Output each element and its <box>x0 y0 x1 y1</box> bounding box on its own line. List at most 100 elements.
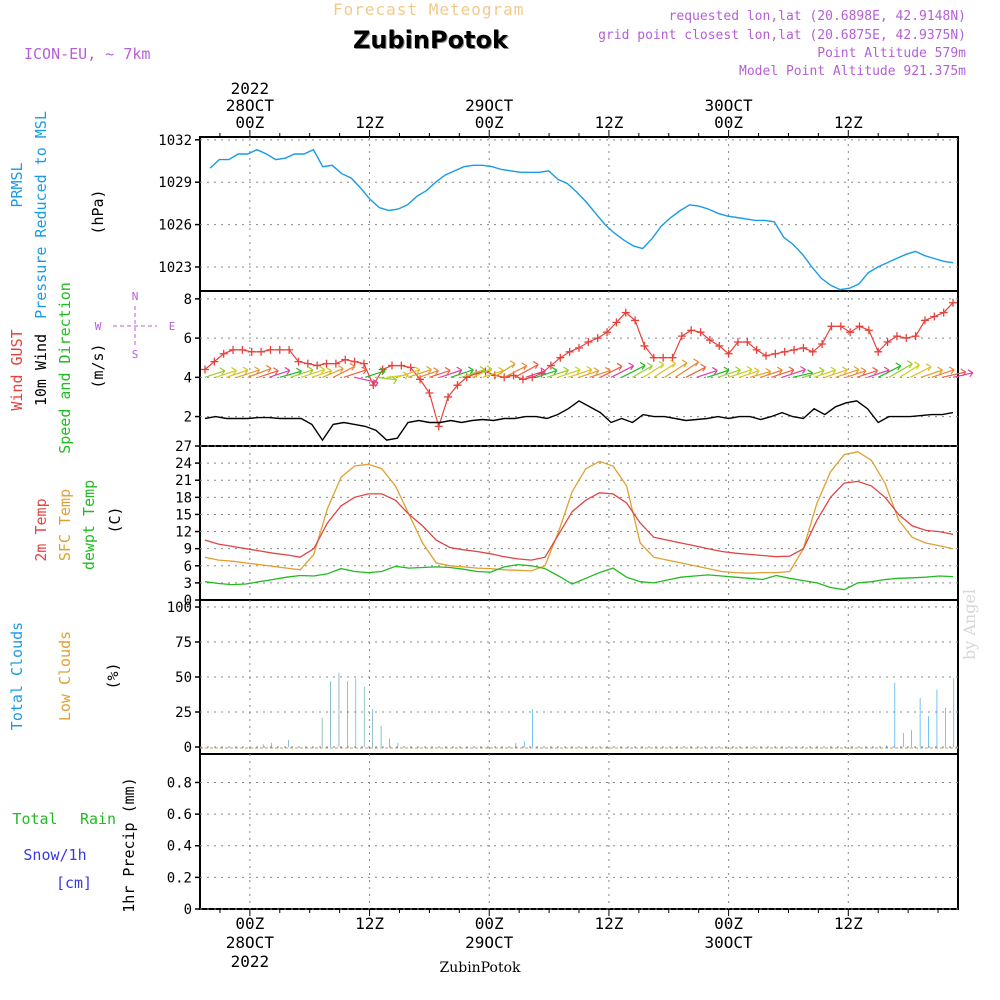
gust-marker <box>229 345 238 354</box>
compass-n: N <box>132 290 139 303</box>
wind-dir-arrow <box>536 369 558 378</box>
bottom-time-label: 12Z <box>834 914 863 933</box>
wind-dir-arrowhead <box>967 369 974 378</box>
gust-marker <box>930 312 939 321</box>
gust-marker <box>303 359 312 368</box>
wind-dir-arrowhead <box>486 365 493 374</box>
closest-coords: grid point closest lon,lat (20.6875E, 42… <box>598 28 966 43</box>
wind-dir-arrow <box>514 364 539 378</box>
wind-dir-arrowhead <box>681 359 688 368</box>
precip-label-cm: [cm] <box>56 874 92 892</box>
wind-dir-arrow <box>279 370 302 378</box>
bottom-time-label: 00Z <box>475 914 504 933</box>
dewpt-line <box>204 563 954 591</box>
cloud-label-total: Total Clouds <box>8 622 26 730</box>
clouds-ytick-label: 25 <box>175 705 192 721</box>
gust-marker <box>687 326 696 335</box>
cloud-label-low: Low Clouds <box>56 631 74 721</box>
gust-marker <box>322 359 331 368</box>
wind-dir-arrowhead <box>872 366 879 375</box>
bottom-time-label: 12Z <box>594 914 623 933</box>
wind-dir-arrowhead <box>860 367 867 376</box>
gust-marker <box>500 373 509 382</box>
wind-dir-arrow <box>493 363 516 378</box>
compass-w: W <box>95 320 102 333</box>
bottom-time-label: 12Z <box>355 914 384 933</box>
wind-dir-arrow <box>418 370 439 378</box>
wind-dir-arrow <box>749 370 771 378</box>
wind-dir-arrowhead <box>818 366 825 375</box>
gust-marker <box>631 316 640 325</box>
wind-dir-arrowhead <box>509 360 516 369</box>
gust-marker <box>425 389 434 398</box>
wind-dir-arrow <box>343 369 367 378</box>
wind-dir-arrowhead <box>307 366 314 375</box>
pressure-ytick-label: 1023 <box>158 260 192 276</box>
station-title: ZubinPotok <box>353 26 508 54</box>
wind-dir-arrowhead <box>349 362 356 371</box>
wind-ytick-label: 6 <box>184 331 192 347</box>
wind10-line <box>204 400 954 442</box>
top-time-label: 12Z <box>834 113 863 132</box>
temp-label-2m: 2m Temp <box>32 498 50 561</box>
wind-dir-arrow <box>589 369 611 378</box>
gust-marker <box>705 336 714 345</box>
wind-dir-arrowhead <box>219 367 226 376</box>
temperature-ytick-label: 9 <box>184 542 192 558</box>
gust-marker <box>743 338 752 347</box>
wind-dir-arrow <box>268 369 290 378</box>
precip-ytick-label: 0.4 <box>167 839 192 855</box>
footer-station: ZubinPotok <box>439 960 521 976</box>
gust-marker <box>556 353 565 362</box>
temp-label-dewpt: dewpt Temp <box>80 480 98 570</box>
wind-dir-arrow <box>632 365 653 378</box>
compass-e: E <box>169 320 176 333</box>
wind-dir-arrowhead <box>265 364 272 373</box>
model-altitude: Model Point Altitude 921.375m <box>739 64 966 79</box>
precip-ytick-label: 0.2 <box>167 870 192 886</box>
wind-unit: (m/s) <box>89 343 107 388</box>
wind-dir-arrow <box>888 363 913 378</box>
temp-label-sfc: SFC Temp <box>56 489 74 561</box>
gust-marker <box>313 361 322 370</box>
total-cloud-bar <box>902 733 904 747</box>
gust-marker <box>836 322 845 331</box>
compass-s: S <box>132 348 139 361</box>
temperature-ytick-label: 24 <box>175 456 192 472</box>
wind-dir-arrow <box>931 369 955 378</box>
wind-dir-arrow <box>354 376 379 384</box>
wind-dir-arrow <box>236 369 260 378</box>
total-cloud-bar <box>928 716 929 747</box>
gust-marker <box>285 345 294 354</box>
wind-dir-arrow <box>920 369 943 378</box>
clouds-ytick-label: 50 <box>175 670 192 686</box>
requested-coords: requested lon,lat (20.6898E, 42.9148N) <box>668 9 966 24</box>
wind-dir-arrowhead <box>841 366 848 375</box>
wind-dir-arrowhead <box>391 376 398 385</box>
total-cloud-bar <box>894 682 896 747</box>
gust-marker <box>584 338 593 347</box>
wind-dir-arrowhead <box>284 366 291 375</box>
total-cloud-bar <box>953 678 955 747</box>
gust-marker <box>715 341 724 350</box>
gust-marker <box>883 338 892 347</box>
wind-dir-arrow <box>439 369 462 378</box>
gust-marker <box>575 343 583 352</box>
total-cloud-bar <box>523 741 525 747</box>
bottom-time-label: 00Z <box>235 914 264 933</box>
wind-dir-arrowhead <box>800 366 806 374</box>
wind-dir-arrow <box>824 369 848 378</box>
wind-dir-arrow <box>909 366 932 378</box>
temperature-ytick-label: 3 <box>184 576 192 592</box>
wind-dir-arrow <box>226 369 249 378</box>
pressure-line <box>209 148 954 291</box>
gust-marker <box>210 357 219 366</box>
temperature-ytick-label: 6 <box>184 559 192 575</box>
wind-dir-arrow <box>461 368 486 378</box>
gust-marker <box>359 359 368 368</box>
clouds-ytick-label: 75 <box>175 635 192 651</box>
gust-marker <box>200 365 209 374</box>
top-time-label: 00Z <box>714 113 743 132</box>
gust-marker <box>911 332 920 341</box>
wind-dir-arrowhead <box>723 366 730 375</box>
